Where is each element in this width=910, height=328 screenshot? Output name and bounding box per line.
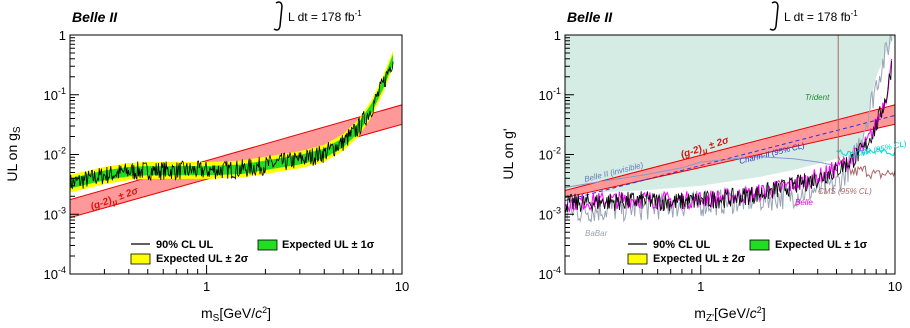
right-observed-ul-line [565,61,892,213]
right-integral-sign [769,1,779,31]
right-y-tick-label: 10-2 [539,146,561,163]
left-y-tick-label: 10-3 [44,205,66,222]
left-legend: 90% CL UL Expected UL ± 1σ Expected UL ±… [130,239,375,265]
right-x-axis-title: mZ'[GeV/c2] [694,305,765,324]
right-lumi: L dt = 178 fb-1 [769,1,858,31]
right-x-tick-label: 1 [697,279,704,294]
right-experiment-label: Belle II [567,9,613,25]
left-y-tick-label: 10-2 [44,146,66,163]
right-y-tick-label: 10-3 [539,205,561,222]
right-legend-exp2-swatch [627,253,648,265]
left-legend-obs-label: 90% CL UL [156,239,214,251]
left-x-tick-label: 10 [395,279,409,294]
right-ccfr-line [836,147,895,159]
right-axis-ticks: 1 10 10-4 10-3 10-2 10-1 1 [539,28,903,294]
right-y-tick-label: 1 [554,28,561,43]
left-experiment-label: Belle II [72,9,118,25]
svg-text:L dt = 178 fb-1: L dt = 178 fb-1 [288,9,362,24]
left-axis-ticks: 1 10 10-4 10-3 10-2 10-1 1 [44,28,410,294]
right-annotation-trident: Trident [805,93,830,102]
right-legend-obs-label: 90% CL UL [653,239,711,251]
left-integral-sign [273,1,283,31]
left-legend-exp2-label: Expected UL ± 2σ [156,253,249,265]
right-legend-exp2-label: Expected UL ± 2σ [653,253,746,265]
left-y-tick-label: 10-4 [44,265,66,282]
left-legend-exp1-label: Expected UL ± 1σ [282,239,375,251]
right-annotation-cms: CMS (95% CL) [818,187,872,196]
left-y-axis-title: UL on gS [4,126,23,182]
right-y-axis-title: UL on g' [500,128,516,179]
right-x-tick-label: 10 [888,279,902,294]
left-observed-ul-line [70,61,394,193]
left-y-tick-label: 1 [59,28,66,43]
left-x-axis-title: mS[GeV/c2] [201,305,271,324]
right-legend-exp1-label: Expected UL ± 1σ [775,239,868,251]
right-annotation-belle: Belle [795,198,813,207]
right-belle-line [565,58,893,213]
right-charm2-line [565,114,895,201]
left-legend-exp1-swatch [257,239,278,251]
right-chart: 1 10 10-4 10-3 10-2 10-1 1 Belle II L dt = 178… [500,1,908,324]
left-lumi: L dt = 178 fb-1 [273,1,362,31]
right-legend-exp1-swatch [749,239,770,251]
right-y-tick-label: 10-1 [539,86,561,103]
right-legend: 90% CL UL Expected UL ± 1σ Expected UL ±… [627,239,868,265]
left-plot-area [70,50,402,219]
left-y-tick-label: 10-1 [44,86,66,103]
right-belle2-invisible-line [565,156,837,188]
right-annotation-babar: BaBar [585,229,608,238]
right-trident-region [565,35,895,194]
right-y-tick-label: 10-4 [539,265,561,282]
right-plot-area [565,35,895,223]
svg-text:L dt = 178 fb-1: L dt = 178 fb-1 [784,9,858,24]
left-legend-exp2-swatch [130,253,151,265]
left-chart: 1 10 10-4 10-3 10-2 10-1 1 Belle II L dt = 178… [4,1,410,324]
left-x-tick-label: 1 [203,279,210,294]
